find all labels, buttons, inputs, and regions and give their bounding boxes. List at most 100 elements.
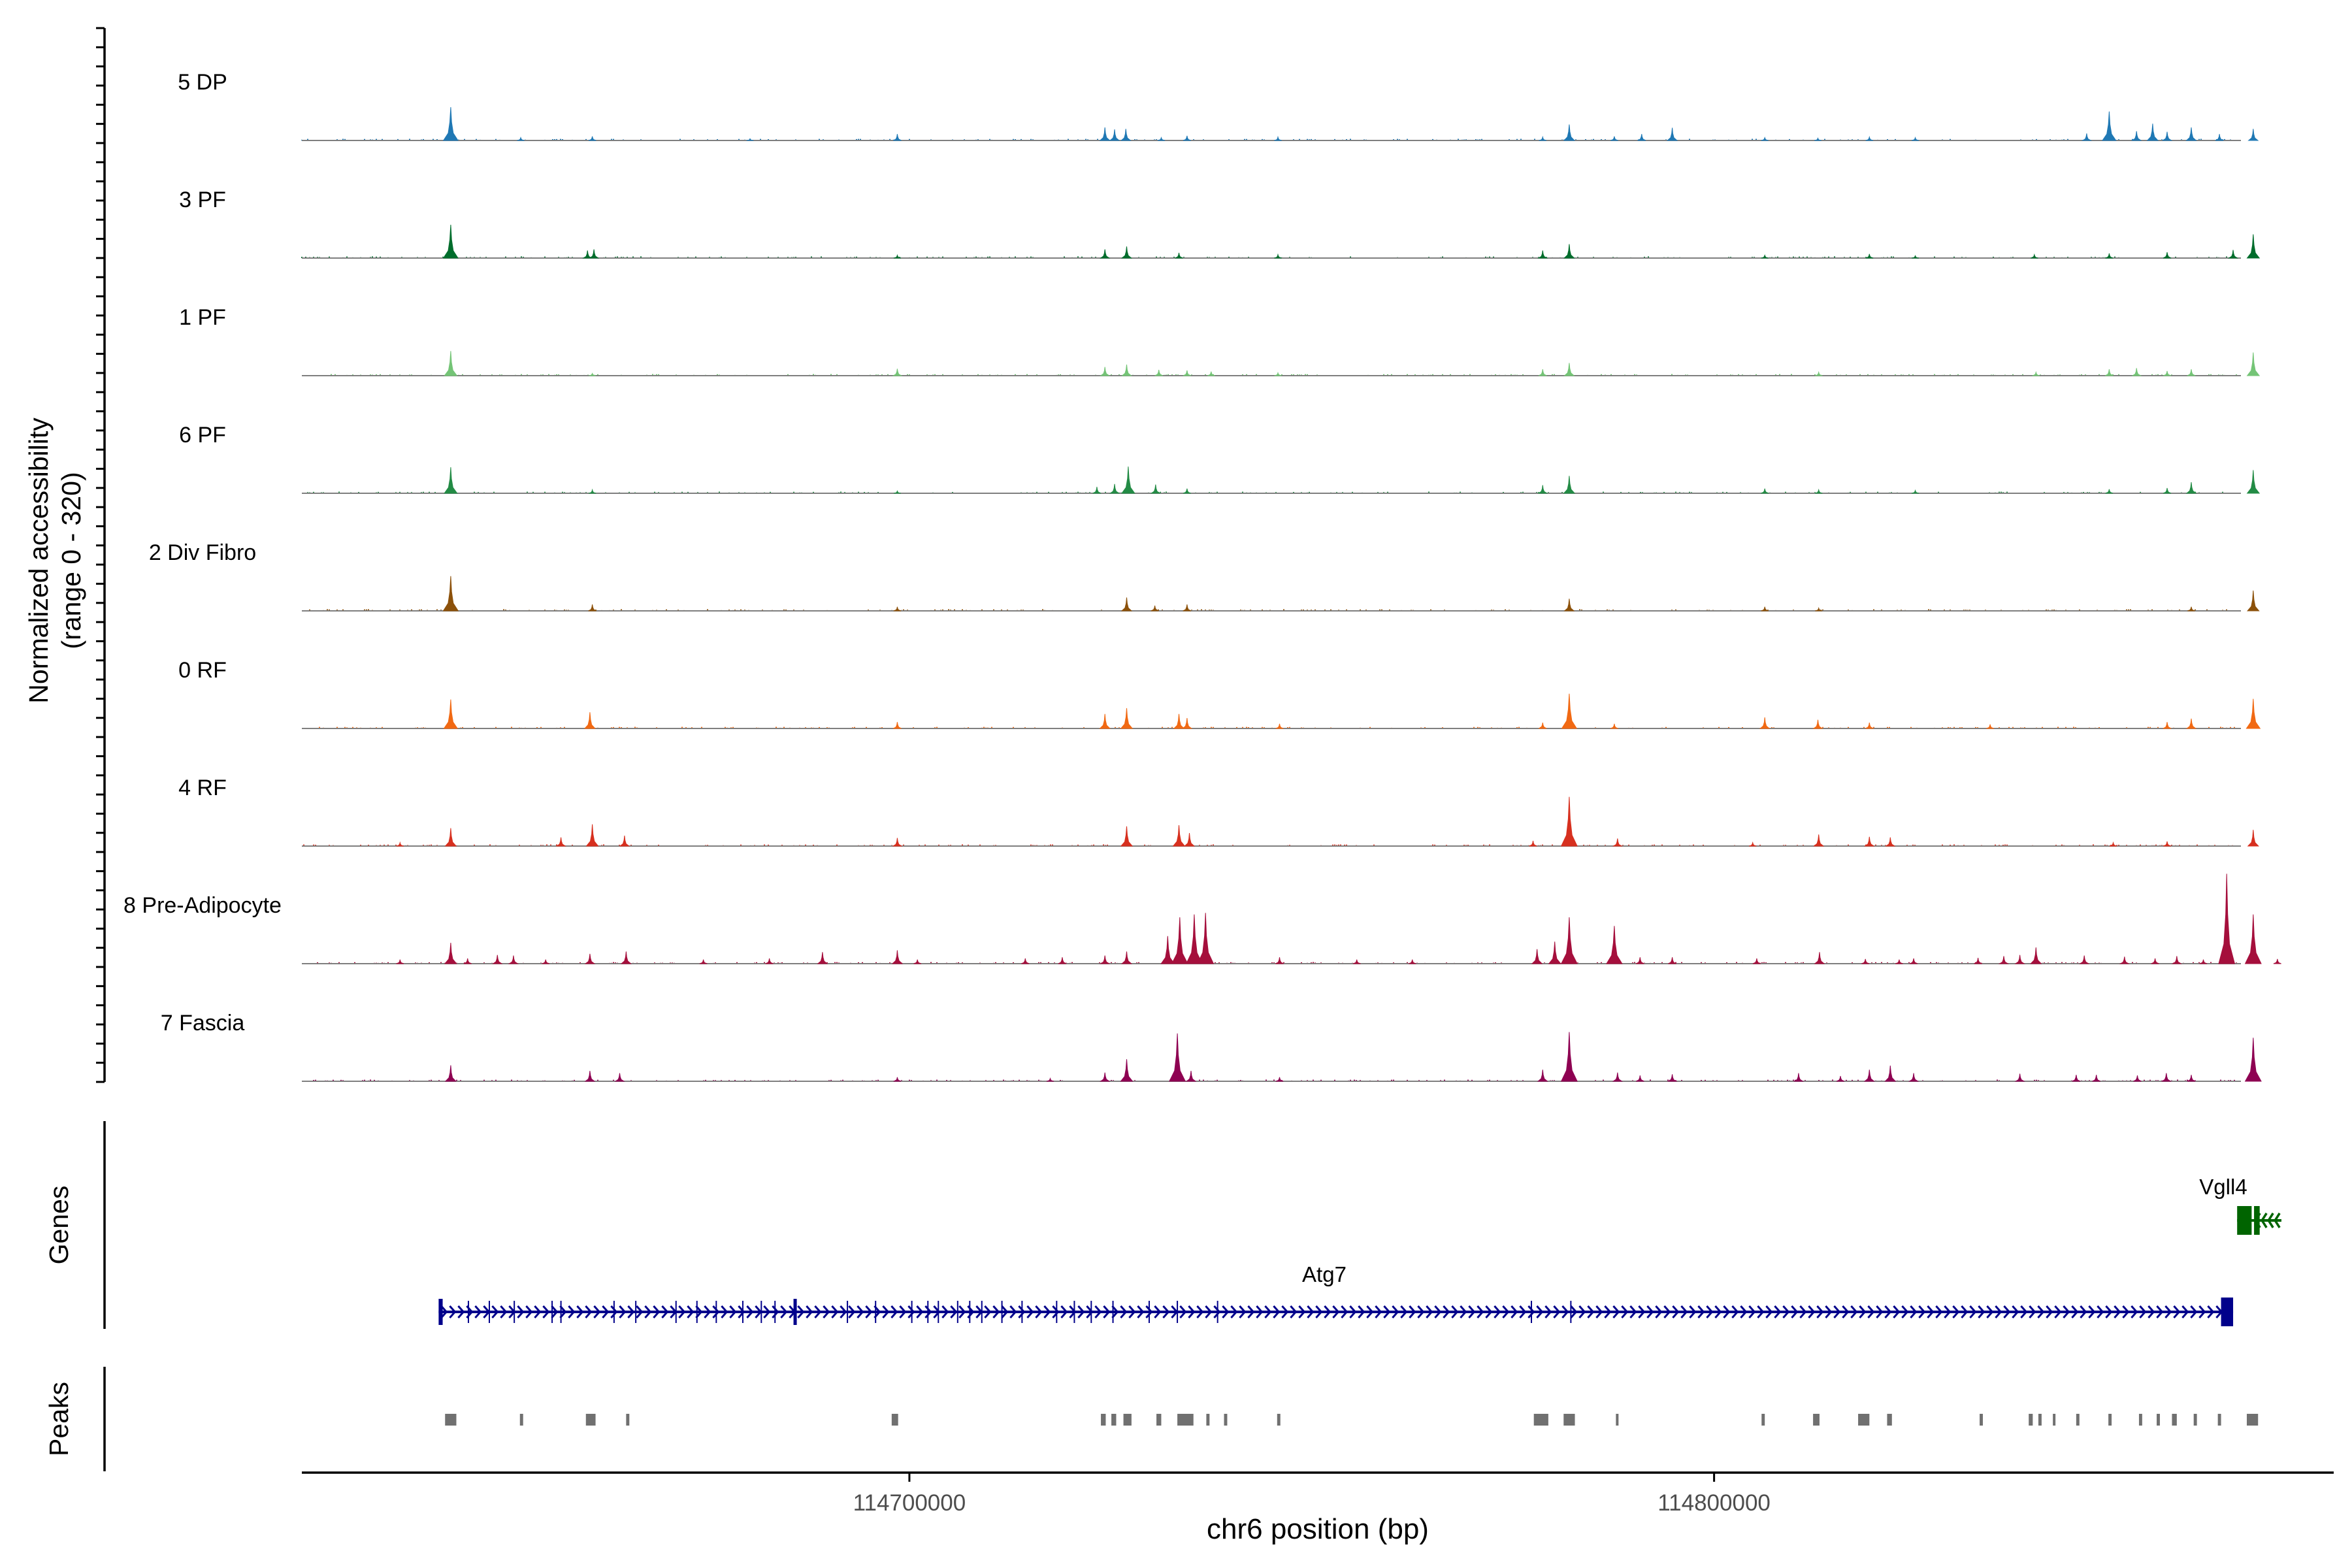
peak-region — [1277, 1414, 1281, 1426]
coverage-peak — [442, 576, 459, 612]
coverage-peak — [2105, 489, 2114, 494]
gene-vgll4: Vgll4 — [2199, 1175, 2281, 1235]
track-5-dp: 5 DP — [178, 70, 2259, 141]
x-axis-title: chr6 position (bp) — [1207, 1513, 1429, 1545]
coverage-peak — [2247, 830, 2259, 847]
coverage-peak — [619, 835, 630, 847]
peak-region — [2108, 1414, 2112, 1426]
coverage-peak — [1109, 483, 1120, 494]
coverage-peak — [1538, 369, 1547, 376]
coverage-peak — [555, 837, 566, 847]
coverage-peak — [1560, 917, 1578, 964]
coverage-peak — [2246, 698, 2261, 729]
coverage-peak — [1275, 1077, 1284, 1082]
coverage-peak — [1563, 476, 1576, 494]
coverage-peak — [517, 136, 525, 141]
coverage-peak — [2244, 1037, 2262, 1082]
coverage-peak — [1183, 488, 1191, 494]
coverage-peak — [1813, 834, 1825, 847]
coverage-peak — [1120, 597, 1133, 612]
gene-annotations: Atg7 Vgll4 — [438, 1175, 2281, 1326]
peak-region — [1206, 1414, 1210, 1426]
peak-region — [2246, 1414, 2259, 1426]
peak-region — [1616, 1414, 1619, 1426]
coverage-peak — [892, 368, 903, 376]
coverage-peak — [1183, 832, 1196, 847]
coverage-peak — [2185, 482, 2197, 494]
gene-exon — [2254, 1206, 2260, 1235]
coverage-peak — [2030, 947, 2042, 964]
coverage-peak — [1911, 136, 1919, 141]
coverage-peak — [891, 950, 904, 964]
x-axis-ticks: 114700000 114800000 — [853, 1473, 1771, 1516]
coverage-peak — [583, 712, 596, 729]
coverage-peak — [1275, 723, 1284, 729]
coverage-peak — [1812, 719, 1823, 729]
peak-region — [2138, 1414, 2142, 1426]
peak-region — [1177, 1414, 1194, 1426]
coverage-peak — [2146, 123, 2159, 141]
coverage-peak — [396, 841, 404, 847]
coverage-peak — [1761, 254, 1769, 259]
coverage-peak — [589, 372, 596, 376]
coverage-peak — [1120, 951, 1133, 964]
coverage-peak — [1185, 1070, 1197, 1082]
track-label: 8 Pre-Adipocyte — [123, 893, 282, 918]
coverage-peak — [1099, 955, 1111, 964]
coverage-peak — [2218, 874, 2236, 964]
peak-region — [2053, 1414, 2056, 1426]
coverage-peak — [2163, 841, 2172, 847]
coverage-peak — [1865, 135, 1874, 141]
coverage-peak — [1814, 488, 1823, 494]
coverage-peak — [1157, 136, 1166, 141]
coverage-peak — [893, 1077, 902, 1082]
coverage-peak — [1865, 253, 1874, 259]
coverage-peak — [1666, 127, 1678, 141]
coverage-peak — [2187, 369, 2196, 376]
coverage-peak — [1120, 826, 1134, 847]
coverage-peak — [1612, 838, 1624, 847]
coverage-peak — [1635, 957, 1644, 964]
coverage-peak — [1183, 370, 1192, 376]
coverage-peak — [1748, 841, 1757, 847]
coverage-peak — [1099, 1072, 1111, 1082]
coverage-peak — [444, 351, 458, 376]
track-label: 0 RF — [178, 658, 227, 683]
coverage-peak — [1151, 605, 1159, 612]
peak-region — [1887, 1414, 1892, 1426]
coverage-peak — [1911, 489, 1919, 494]
coverage-peak — [2105, 253, 2114, 259]
coverage-peak — [893, 253, 902, 259]
coverage-peak — [1668, 957, 1676, 964]
gene-atg7: Atg7 — [438, 1262, 2234, 1326]
coverage-peak — [1537, 485, 1548, 494]
coverage-peak — [1974, 958, 1982, 964]
coverage-peak — [1109, 129, 1120, 141]
coverage-peak — [2246, 234, 2261, 259]
coverage-peak — [1761, 488, 1769, 494]
coverage-peak — [2227, 250, 2239, 259]
coverage-peak — [1274, 135, 1282, 141]
coverage-peak — [2081, 133, 2093, 141]
coverage-peak — [1046, 1077, 1054, 1082]
coverage-peak — [1275, 957, 1284, 964]
coverage-peak — [817, 952, 828, 964]
track-label: 6 PF — [179, 423, 226, 448]
coverage-peak — [1814, 952, 1825, 964]
coverage-peak — [1563, 124, 1575, 141]
coverage-peak — [1120, 708, 1134, 729]
coverage-peak — [2102, 111, 2117, 141]
coverage-peak — [1885, 837, 1896, 847]
peak-region — [1224, 1414, 1228, 1426]
track-label: 5 DP — [178, 70, 227, 95]
coverage-peak — [1752, 958, 1761, 964]
peaks-panel-label: Peaks — [44, 1382, 74, 1456]
coverage-peak — [508, 955, 519, 964]
coverage-peak — [444, 1065, 457, 1082]
coverage-peak — [2131, 368, 2142, 376]
coverage-peak — [444, 467, 458, 494]
coverage-peak — [913, 959, 922, 964]
coverage-peak — [2072, 1075, 2081, 1082]
